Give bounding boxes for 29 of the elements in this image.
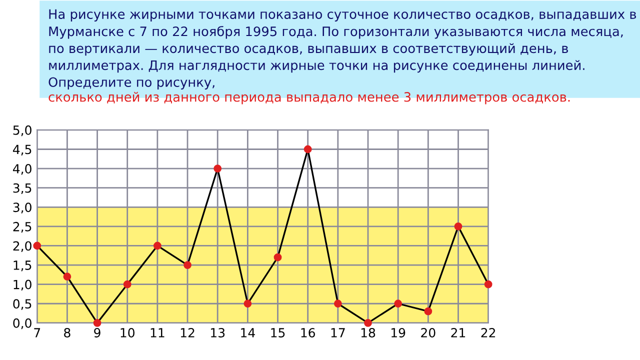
chart-subtitle: сколько дней из данного периода выпадало менее 3 миллиметров осадков. — [48, 92, 570, 104]
x-tick-label: 10 — [120, 328, 134, 338]
y-tick-label: 5,0 — [13, 125, 32, 136]
y-tick-label: 3,0 — [13, 202, 32, 214]
y-tick-label: 2,5 — [13, 222, 32, 233]
x-tick-label: 13 — [211, 328, 225, 338]
x-tick-label: 14 — [241, 328, 255, 338]
x-tick-label: 9 — [94, 328, 100, 338]
x-tick-label: 12 — [180, 328, 194, 338]
y-tick-label: 0,0 — [13, 318, 32, 330]
x-tick-label: 8 — [64, 328, 70, 338]
y-tick-label: 4,5 — [12, 144, 32, 156]
x-tick-label: 19 — [392, 328, 406, 338]
x-tick-label: 7 — [34, 328, 40, 338]
x-tick-label: 22 — [481, 328, 496, 338]
x-tick-label: 15 — [271, 328, 285, 338]
x-tick-label: 18 — [361, 328, 376, 338]
x-tick-label: 21 — [451, 328, 466, 338]
y-tick-label: 0,5 — [13, 299, 32, 310]
y-tick-label: 3,5 — [13, 183, 32, 194]
y-tick-label: 4,0 — [12, 164, 32, 175]
x-tick-label: 20 — [421, 328, 436, 338]
chart-title: На рисунке жирными точками показано суточное количество осадков, выпадавших в Мурманске с 7 по 22 ноября 1995 года. По горизонтали указываются числа месяца, по вертикали — количество осадков, выпавших в соответствующий день, в миллиметрах. Для наглядности жирные точки на рисунке соединены линией. Определите по рисунку, — [48, 9, 636, 90]
x-tick-label: 17 — [331, 328, 345, 338]
y-tick-label: 2,0 — [13, 241, 32, 252]
x-tick-label: 16 — [301, 328, 316, 338]
y-tick-label: 1,0 — [14, 280, 32, 291]
x-tick-label: 11 — [150, 328, 164, 338]
y-tick-label: 1,5 — [14, 260, 32, 272]
